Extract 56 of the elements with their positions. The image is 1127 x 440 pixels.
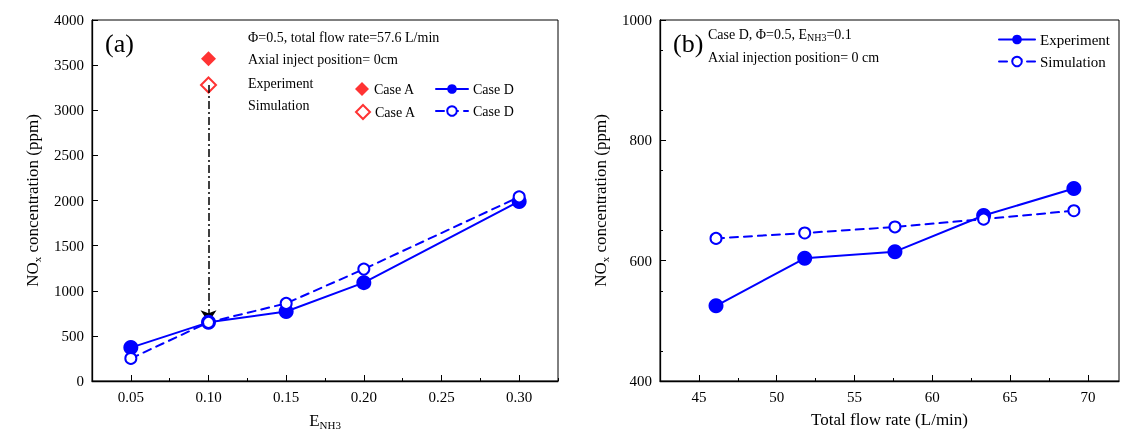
y-tick-label: 0 [76, 373, 84, 389]
y-tick-label: 3500 [54, 57, 84, 74]
x-tick-label: 55 [846, 388, 862, 405]
annotation: Simulation [248, 97, 310, 113]
point [512, 190, 526, 204]
x-tick-label: 70 [1080, 388, 1096, 405]
x-tick-label: 45 [691, 388, 707, 405]
y-tick-label: 1500 [54, 237, 84, 254]
point [888, 220, 902, 234]
legend-label: Simulation [1040, 53, 1107, 70]
x-tick-label: 60 [924, 388, 940, 405]
y-tick-label: 800 [629, 132, 652, 149]
x-tick-label: 0.25 [428, 388, 455, 405]
annotation: Axial injection position= 0 cm [708, 49, 880, 65]
point [709, 231, 723, 245]
y-tick-label: 500 [61, 327, 84, 344]
annotation: (b) [673, 28, 704, 58]
y-tick-label: 2000 [54, 192, 84, 209]
x-tick-label: 0.15 [273, 388, 300, 405]
point [977, 212, 991, 226]
y-tick-label: 1000 [622, 12, 652, 28]
point [798, 226, 812, 240]
point [1067, 204, 1081, 218]
annotation: Axial inject position= 0cm [248, 51, 398, 67]
point [201, 51, 216, 67]
legend-label: Case D [473, 103, 514, 119]
x-tick-label: 50 [769, 388, 785, 405]
point [887, 244, 903, 260]
point [1066, 180, 1082, 196]
y-tick-label: 400 [629, 373, 652, 389]
y-tick-label: 1000 [54, 282, 84, 299]
point [356, 275, 372, 291]
point [279, 296, 293, 310]
y-tick-label: 3000 [54, 102, 84, 119]
y-tick-label: 600 [629, 252, 652, 269]
x-tick-label: 0.05 [117, 388, 144, 405]
x-tick-label: 0.30 [506, 388, 533, 405]
point [124, 351, 138, 365]
x-tick-label: 65 [1002, 388, 1018, 405]
point [708, 298, 724, 314]
annotation: Φ=0.5, total flow rate=57.6 L/min [248, 29, 440, 45]
y-axis-title: NOx concentration (ppm) [591, 114, 611, 287]
legend-label: Case D [473, 81, 514, 97]
x-axis-title: Total flow rate (L/min) [811, 410, 968, 429]
legend-label: Experiment [1040, 31, 1111, 48]
point [797, 250, 813, 266]
y-tick-label: 2500 [54, 147, 84, 164]
point [357, 262, 371, 276]
legend-label: Case A [375, 104, 416, 120]
y-axis-title: NOx concentration (ppm) [23, 114, 43, 287]
annotation: (a) [105, 28, 134, 58]
x-tick-label: 0.20 [350, 388, 377, 405]
y-tick-label: 4000 [54, 12, 84, 28]
x-tick-label: 0.10 [195, 388, 222, 405]
legend-label: Case A [374, 81, 415, 97]
annotation: Experiment [248, 75, 314, 91]
